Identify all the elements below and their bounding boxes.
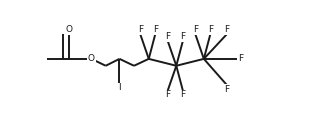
Text: F: F (224, 25, 229, 34)
Text: F: F (138, 25, 143, 34)
Text: F: F (180, 90, 185, 99)
Text: I: I (118, 84, 121, 93)
Text: F: F (180, 32, 185, 41)
Text: O: O (66, 25, 72, 34)
Text: F: F (153, 25, 158, 34)
Text: O: O (88, 54, 95, 63)
Text: F: F (165, 90, 170, 99)
Text: F: F (238, 54, 243, 63)
Text: F: F (224, 85, 229, 94)
Text: F: F (165, 32, 170, 41)
Text: F: F (193, 25, 198, 34)
Text: F: F (208, 25, 213, 34)
